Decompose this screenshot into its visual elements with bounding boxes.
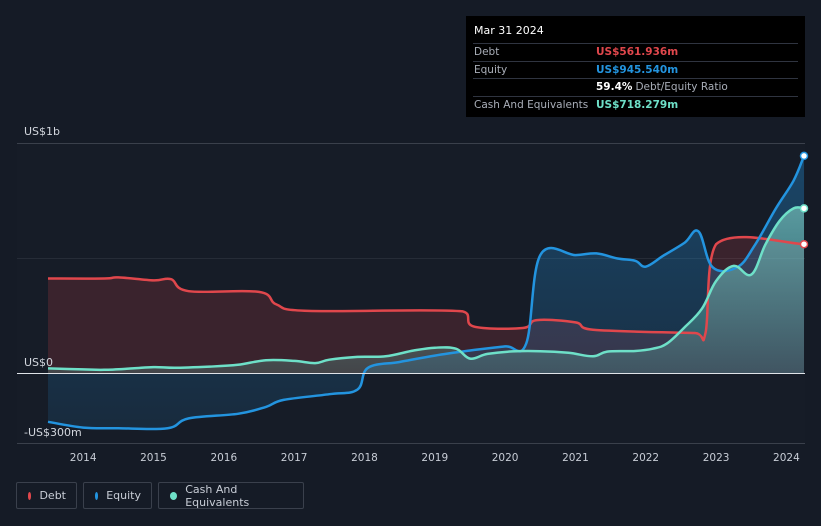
debt-dot-icon	[28, 491, 32, 500]
tooltip-ratio-value: 59.4%	[596, 81, 633, 94]
x-tick-label: 2021	[562, 452, 589, 464]
x-tick-label: 2014	[70, 452, 97, 464]
debt-end-marker	[799, 239, 809, 249]
tooltip-date: Mar 31 2024	[474, 24, 544, 37]
y-tick-label: US$0	[24, 356, 53, 369]
equity-line	[47, 155, 806, 431]
tooltip-ratio-label: Debt/Equity Ratio	[635, 81, 728, 94]
x-tick-label: 2020	[492, 452, 519, 464]
tooltip-debt-value: US$561.936m	[596, 46, 679, 59]
legend-cash-label: Cash And Equivalents	[185, 482, 250, 509]
tooltip-panel: Mar 31 2024 Debt US$561.936m Equity US$9…	[466, 16, 805, 117]
x-tick-label: 2017	[281, 452, 308, 464]
debt-line	[47, 235, 805, 342]
x-tick-label: 2024	[773, 452, 800, 464]
cash-line	[47, 206, 805, 372]
tooltip-equity-label: Equity	[474, 63, 508, 76]
tooltip-equity-value: US$945.540m	[596, 63, 679, 76]
cash-end-marker	[799, 204, 809, 213]
legend-equity-label: Equity	[106, 489, 141, 502]
legend-item-debt[interactable]: Debt	[16, 482, 77, 509]
tooltip-row-ratio: 59.4% Debt/Equity Ratio	[473, 78, 798, 96]
tooltip-row-debt: Debt US$561.936m	[473, 43, 798, 61]
cash-dot-icon	[170, 491, 178, 500]
y-tick-label: US$1b	[24, 125, 60, 138]
tooltip-row-equity: Equity US$945.540m	[473, 60, 798, 79]
y-tick-label: -US$300m	[24, 426, 82, 439]
equity-dot-icon	[95, 491, 99, 500]
legend-item-equity[interactable]: Equity	[83, 482, 152, 509]
x-tick-label: 2016	[210, 452, 237, 464]
legend-debt-label: Debt	[39, 489, 66, 502]
cash-area	[48, 207, 804, 374]
tooltip-debt-label: Debt	[474, 46, 500, 59]
tooltip-row-cash: Cash And Equivalents US$718.279m	[473, 95, 798, 114]
tooltip-cash-value: US$718.279m	[596, 98, 679, 111]
legend-item-cash[interactable]: Cash And Equivalents	[158, 482, 304, 509]
x-tick-label: 2023	[703, 452, 730, 464]
equity-end-marker	[799, 151, 809, 161]
x-tick-label: 2022	[632, 452, 659, 464]
x-tick-label: 2019	[421, 452, 448, 464]
x-tick-label: 2015	[140, 452, 167, 464]
tooltip-cash-label: Cash And Equivalents	[474, 98, 589, 111]
x-tick-label: 2018	[351, 452, 378, 464]
